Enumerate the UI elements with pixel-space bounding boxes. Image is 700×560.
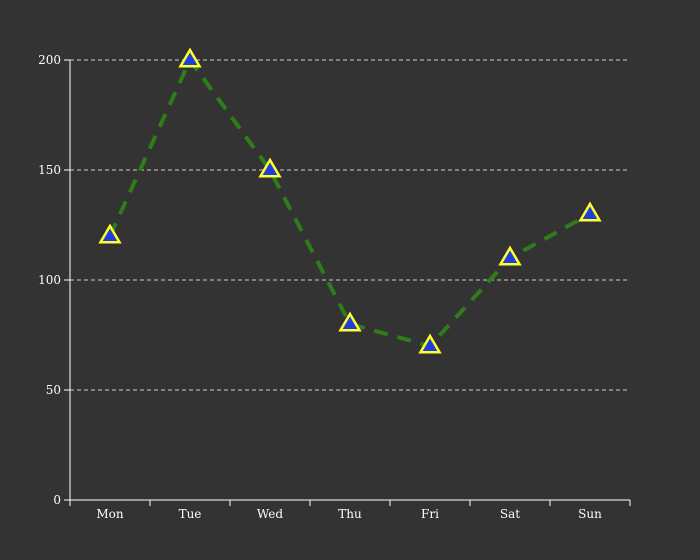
y-tick-label-100: 100 xyxy=(38,273,61,287)
data-point-tue xyxy=(178,47,202,68)
markers xyxy=(98,47,602,354)
series-layer xyxy=(108,58,591,348)
data-point-thu xyxy=(338,311,362,332)
y-tick-label-150: 150 xyxy=(38,163,61,177)
axes: 0 50 100 150 200 Mon Tue Wed Thu Fri Sat Sun xyxy=(38,53,631,521)
y-tick-label-0: 0 xyxy=(53,493,61,507)
x-tick-label-mon: Mon xyxy=(96,507,124,521)
series-line-0 xyxy=(108,58,591,348)
x-tick-label-thu: Thu xyxy=(338,507,362,521)
grid-lines xyxy=(70,59,630,391)
y-tick-label-200: 200 xyxy=(38,53,61,67)
x-tick-label-wed: Wed xyxy=(257,507,283,521)
data-point-wed xyxy=(258,157,282,178)
y-tick-label-50: 50 xyxy=(46,383,61,397)
data-point-sun xyxy=(578,201,602,222)
x-tick-label-sat: Sat xyxy=(500,507,520,521)
x-tick-label-tue: Tue xyxy=(179,507,202,521)
data-point-fri xyxy=(418,333,442,354)
data-point-sat xyxy=(498,245,522,266)
data-point-mon xyxy=(98,223,122,244)
x-tick-label-sun: Sun xyxy=(578,507,602,521)
x-tick-label-fri: Fri xyxy=(421,507,439,521)
